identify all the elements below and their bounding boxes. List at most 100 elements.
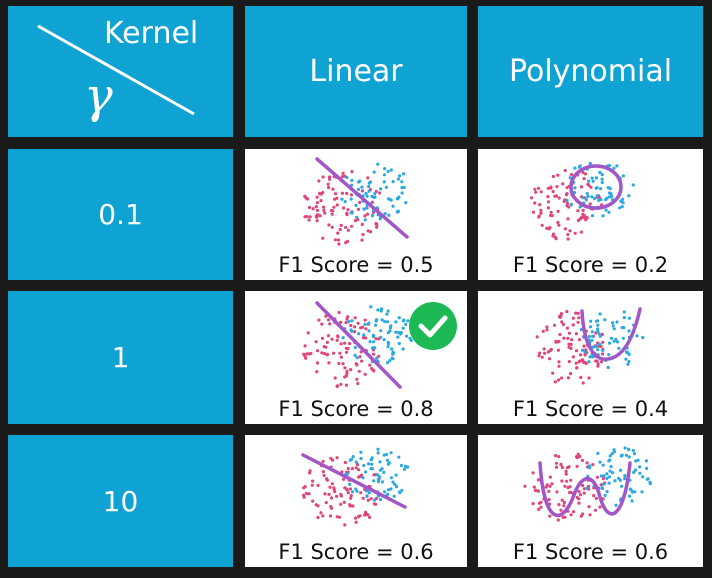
scatter-point	[606, 365, 610, 370]
scatter-point	[353, 330, 357, 334]
scatter-point	[547, 489, 551, 493]
scatter-point	[568, 485, 572, 489]
scatter-point	[562, 504, 566, 508]
scatter-point	[369, 497, 373, 501]
scatter-point	[584, 361, 588, 366]
scatter-point	[348, 482, 352, 486]
scatter-point	[382, 173, 387, 177]
scatter-point	[570, 338, 574, 342]
scatter-point	[395, 210, 400, 214]
scatter-point	[353, 219, 357, 223]
scatter-point	[374, 323, 378, 327]
scatter-point	[327, 492, 331, 496]
scatter-point	[596, 348, 600, 352]
scatter-point	[365, 494, 369, 498]
scatter-point	[627, 455, 631, 459]
scatter-point	[369, 458, 373, 462]
scatter-point	[343, 460, 347, 465]
scatter-point	[563, 168, 567, 173]
scatter-point	[566, 237, 570, 241]
scatter-point	[335, 338, 339, 342]
scatter-point	[598, 170, 602, 175]
scatter-point	[605, 472, 609, 476]
scatter-point	[347, 320, 351, 324]
scatter-point	[357, 515, 361, 519]
scatter-point	[357, 369, 361, 373]
scatter-point	[310, 483, 314, 487]
scatter-point	[573, 231, 577, 235]
scatter-point	[550, 214, 554, 218]
scatter-point	[370, 214, 375, 218]
corner-header-cell: Kernel γ	[8, 6, 233, 137]
scatter-point	[577, 360, 581, 364]
scatter-point	[350, 178, 354, 182]
scatter-point	[335, 384, 339, 388]
scatter-point	[363, 372, 367, 376]
scatter-point	[564, 472, 568, 476]
scatter-point	[565, 310, 569, 314]
scatter-point	[557, 196, 561, 200]
scatter-point	[565, 198, 569, 203]
scatter-point	[578, 493, 582, 497]
scatter-point	[615, 320, 619, 324]
scatter-point	[376, 478, 380, 482]
scatter-point	[365, 212, 370, 216]
scatter-point	[590, 330, 594, 334]
scatter-point	[318, 191, 322, 195]
scatter-point	[330, 225, 334, 229]
scatter-point	[346, 491, 350, 495]
scatter-point	[389, 476, 394, 480]
scatter-point	[608, 191, 612, 195]
scatter-point	[627, 329, 631, 333]
scatter-point	[374, 222, 378, 226]
scatter-point	[361, 496, 365, 500]
row-header-label: 10	[102, 484, 139, 518]
scatter-point	[621, 174, 625, 178]
scatter-point	[554, 237, 558, 241]
scatter-point	[556, 340, 560, 344]
f1-score-label: F1 Score = 0.6	[278, 540, 434, 564]
scatter-point	[316, 483, 320, 487]
scatter-point	[585, 486, 589, 490]
scatter-point	[354, 460, 358, 464]
scatter-point	[370, 346, 374, 350]
scatter-point	[585, 461, 589, 465]
scatter-point	[321, 459, 325, 464]
scatter-point	[372, 340, 376, 344]
scatter-point	[346, 239, 350, 243]
scatter-point	[345, 487, 349, 491]
scatter-point	[350, 224, 354, 228]
scatter-point	[538, 351, 542, 355]
scatter-point	[311, 207, 315, 211]
scatter-point	[609, 465, 613, 469]
scatter-point	[605, 476, 609, 480]
scatter-point	[322, 205, 326, 209]
scatter-point	[574, 311, 578, 315]
scatter-point	[548, 484, 552, 488]
scatter-point	[328, 514, 333, 518]
scatter-point	[354, 203, 358, 207]
scatter-point	[601, 340, 605, 344]
scatter-point	[376, 162, 380, 166]
scatter-point	[589, 319, 593, 323]
scatter-point	[590, 214, 595, 218]
scatter-point	[537, 501, 541, 505]
scatter-point	[336, 335, 340, 339]
scatter-point	[587, 376, 591, 380]
scatter-point	[548, 475, 552, 479]
scatter-point	[339, 382, 343, 386]
scatter-point	[371, 333, 376, 337]
scatter-point	[385, 312, 389, 316]
scatter-plot	[301, 447, 410, 527]
scatter-point	[386, 331, 390, 335]
scatter-point	[611, 324, 615, 328]
scatter-point	[570, 173, 574, 177]
scatter-point	[379, 187, 383, 191]
scatter-point	[547, 227, 551, 231]
scatter-point	[380, 307, 384, 311]
scatter-point	[559, 312, 563, 316]
scatter-point	[330, 482, 334, 486]
scatter-point	[567, 342, 571, 346]
scatter-point	[565, 479, 569, 483]
scatter-point	[345, 371, 349, 376]
